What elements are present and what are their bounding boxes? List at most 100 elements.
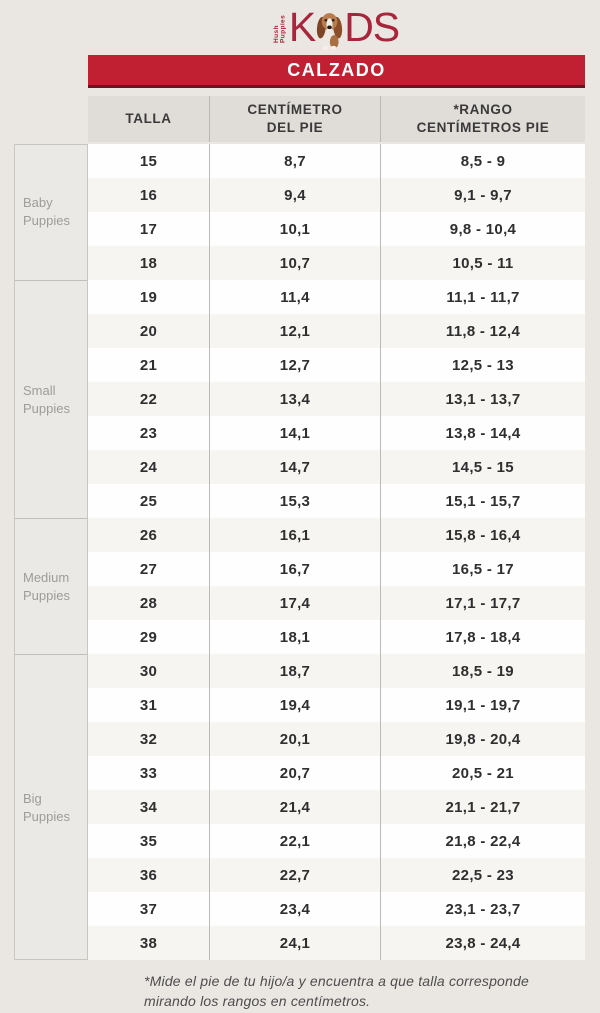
range-cm-cell: 16,5 - 17	[452, 560, 514, 578]
hush-puppies-vertical-text: Hush Puppies	[272, 14, 287, 43]
foot-cm-cell: 22,1	[210, 824, 381, 858]
range-cm-cell: 11,1 - 11,7	[446, 288, 520, 306]
size-cell: 22	[88, 382, 210, 416]
foot-cm-cell: 8,7	[210, 144, 381, 178]
header-centimetro-del-pie: CENTÍMETRO DEL PIE	[210, 96, 381, 142]
rows-column: 15 8,7 8,5 - 9 16 9,4 9,1 - 9,7 17 10,1 9,8 - 10…	[88, 144, 585, 960]
range-cm-cell: 10,5 - 11	[452, 254, 514, 272]
foot-cm-cell: 20,1	[210, 722, 381, 756]
size-cell: 17	[88, 212, 210, 246]
table-row: 36 22,7 22,5 - 23	[88, 858, 585, 892]
table-row: 37 23,4 23,1 - 23,7	[88, 892, 585, 926]
foot-cm-cell: 23,4	[210, 892, 381, 926]
table-row: 34 21,4 21,1 - 21,7	[88, 790, 585, 824]
group-label-text: Baby Puppies	[23, 195, 70, 228]
table-header-row: TALLA CENTÍMETRO DEL PIE *RANGO CENTÍMET…	[88, 96, 585, 142]
size-table-body: Baby Puppies Small Puppies Medium Puppies B…	[14, 144, 585, 960]
size-cell: 30	[88, 654, 210, 688]
size-cell: 34	[88, 790, 210, 824]
foot-cm-cell: 18,1	[210, 620, 381, 654]
table-row: 19 11,4 11,1 - 11,7	[88, 280, 585, 314]
size-cell: 29	[88, 620, 210, 654]
foot-cm-cell: 14,1	[210, 416, 381, 450]
size-cell: 26	[88, 518, 210, 552]
group-label-text: Small Puppies	[23, 382, 70, 416]
logo-letters-ds: DS	[344, 4, 400, 50]
header-rango-centimetros-pie: *RANGO CENTÍMETROS PIE	[416, 102, 550, 135]
basset-hound-icon	[316, 7, 343, 55]
table-row: 31 19,4 19,1 - 19,7	[88, 688, 585, 722]
size-cell: 38	[88, 926, 210, 960]
brand-header: Hush Puppies K DS	[88, 0, 585, 55]
range-cm-cell: 22,5 - 23	[452, 866, 514, 884]
foot-cm-cell: 9,4	[210, 178, 381, 212]
range-cm-cell: 23,8 - 24,4	[445, 934, 521, 952]
group-label-baby-puppies: Baby Puppies	[14, 144, 88, 280]
table-row: 24 14,7 14,5 - 15	[88, 450, 585, 484]
range-cm-cell: 11,8 - 12,4	[445, 322, 521, 340]
foot-cm-cell: 14,7	[210, 450, 381, 484]
table-row: 35 22,1 21,8 - 22,4	[88, 824, 585, 858]
size-cell: 21	[88, 348, 210, 382]
group-label-text: Medium Puppies	[23, 569, 70, 603]
range-cm-cell: 23,1 - 23,7	[445, 900, 521, 918]
table-row: 27 16,7 16,5 - 17	[88, 552, 585, 586]
size-cell: 19	[88, 280, 210, 314]
footnote-area: *Mide el pie de tu hijo/a y encuentra a …	[88, 972, 585, 1011]
foot-cm-cell: 16,7	[210, 552, 381, 586]
size-cell: 15	[88, 144, 210, 178]
size-cell: 24	[88, 450, 210, 484]
footnote: *Mide el pie de tu hijo/a y encuentra a …	[144, 973, 529, 1009]
size-cell: 23	[88, 416, 210, 450]
range-cm-cell: 20,5 - 21	[452, 764, 514, 782]
foot-cm-cell: 12,1	[210, 314, 381, 348]
size-cell: 33	[88, 756, 210, 790]
size-cell: 35	[88, 824, 210, 858]
table-row: 26 16,1 15,8 - 16,4	[88, 518, 585, 552]
foot-cm-cell: 13,4	[210, 382, 381, 416]
table-row: 17 10,1 9,8 - 10,4	[88, 212, 585, 246]
table-row: 30 18,7 18,5 - 19	[88, 654, 585, 688]
table-row: 20 12,1 11,8 - 12,4	[88, 314, 585, 348]
foot-cm-cell: 24,1	[210, 926, 381, 960]
range-cm-cell: 9,8 - 10,4	[449, 220, 517, 238]
hush-puppies-kids-logo: Hush Puppies K DS	[272, 4, 400, 55]
table-row: 23 14,1 13,8 - 14,4	[88, 416, 585, 450]
size-cell: 20	[88, 314, 210, 348]
table-row: 16 9,4 9,1 - 9,7	[88, 178, 585, 212]
banner-label: CALZADO	[287, 59, 386, 80]
foot-cm-cell: 11,4	[210, 280, 381, 314]
table-row: 21 12,7 12,5 - 13	[88, 348, 585, 382]
range-cm-cell: 9,1 - 9,7	[454, 186, 512, 204]
group-column: Baby Puppies Small Puppies Medium Puppies B…	[14, 144, 88, 960]
foot-cm-cell: 12,7	[210, 348, 381, 382]
range-cm-cell: 18,5 - 19	[452, 662, 514, 680]
group-label-big-puppies: Big Puppies	[14, 654, 88, 960]
range-cm-cell: 13,8 - 14,4	[445, 424, 521, 442]
size-cell: 37	[88, 892, 210, 926]
size-cell: 27	[88, 552, 210, 586]
range-cm-cell: 15,8 - 16,4	[445, 526, 521, 544]
range-cm-cell: 17,1 - 17,7	[445, 594, 521, 612]
group-label-text: Big Puppies	[23, 790, 70, 824]
range-cm-cell: 12,5 - 13	[452, 356, 514, 374]
range-cm-cell: 21,8 - 22,4	[445, 832, 521, 850]
foot-cm-cell: 22,7	[210, 858, 381, 892]
size-cell: 25	[88, 484, 210, 518]
table-row: 15 8,7 8,5 - 9	[88, 144, 585, 178]
table-row: 38 24,1 23,8 - 24,4	[88, 926, 585, 960]
size-cell: 31	[88, 688, 210, 722]
foot-cm-cell: 17,4	[210, 586, 381, 620]
foot-cm-cell: 10,7	[210, 246, 381, 280]
foot-cm-cell: 20,7	[210, 756, 381, 790]
header-talla: TALLA	[88, 96, 210, 142]
foot-cm-cell: 18,7	[210, 654, 381, 688]
range-cm-cell: 8,5 - 9	[460, 152, 506, 170]
table-row: 32 20,1 19,8 - 20,4	[88, 722, 585, 756]
size-cell: 28	[88, 586, 210, 620]
range-cm-cell: 19,8 - 20,4	[445, 730, 521, 748]
foot-cm-cell: 10,1	[210, 212, 381, 246]
range-cm-cell: 17,8 - 18,4	[445, 628, 521, 646]
size-cell: 16	[88, 178, 210, 212]
foot-cm-cell: 15,3	[210, 484, 381, 518]
